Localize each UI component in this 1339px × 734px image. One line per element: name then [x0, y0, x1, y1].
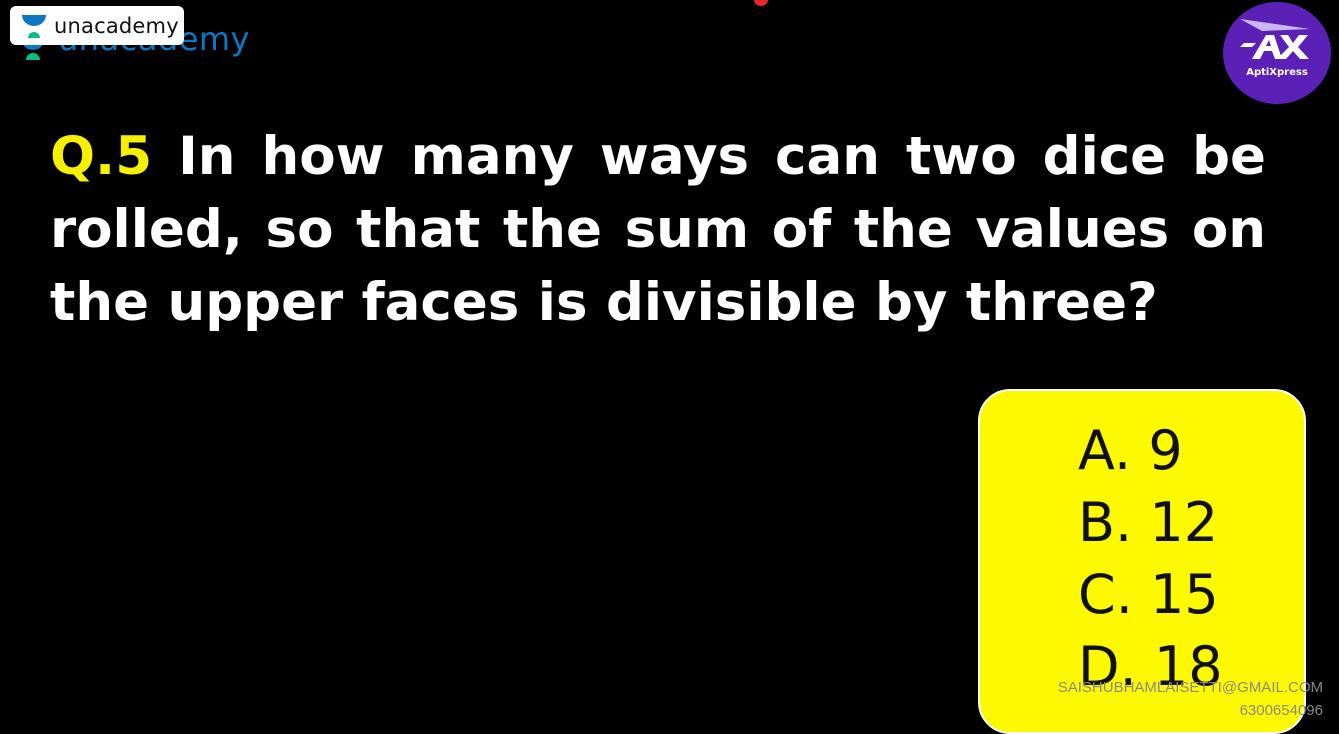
question-text-block: Q.5 In how many ways can two dice be rol… [50, 120, 1266, 339]
unacademy-logo-icon [22, 14, 46, 38]
options-list: A. 9 B. 12 C. 15 D. 18 [1078, 415, 1223, 703]
option-d: D. 18 [1078, 635, 1223, 698]
option-a: A. 9 [1078, 419, 1183, 482]
aptixpress-label: AptiXpress [1246, 67, 1308, 78]
options-box: A. 9 B. 12 C. 15 D. 18 [978, 389, 1306, 734]
option-c: C. 15 [1078, 563, 1219, 626]
watermark-phone: 6300654096 [1239, 702, 1323, 719]
aptixpress-logo-icon [1223, 2, 1331, 104]
unacademy-logo-text: unacademy [54, 13, 179, 38]
red-dot-indicator [754, 0, 768, 6]
unacademy-badge: unacademy [10, 6, 184, 45]
question-number: Q.5 [50, 126, 153, 187]
aptixpress-logo: AptiXpress [1222, 1, 1332, 105]
option-b: B. 12 [1078, 491, 1219, 554]
watermark-email: SAISHUBHAMLAISETTI@GMAIL.COM [1057, 679, 1323, 696]
question-text: In how many ways can two dice be rolled,… [50, 126, 1267, 333]
